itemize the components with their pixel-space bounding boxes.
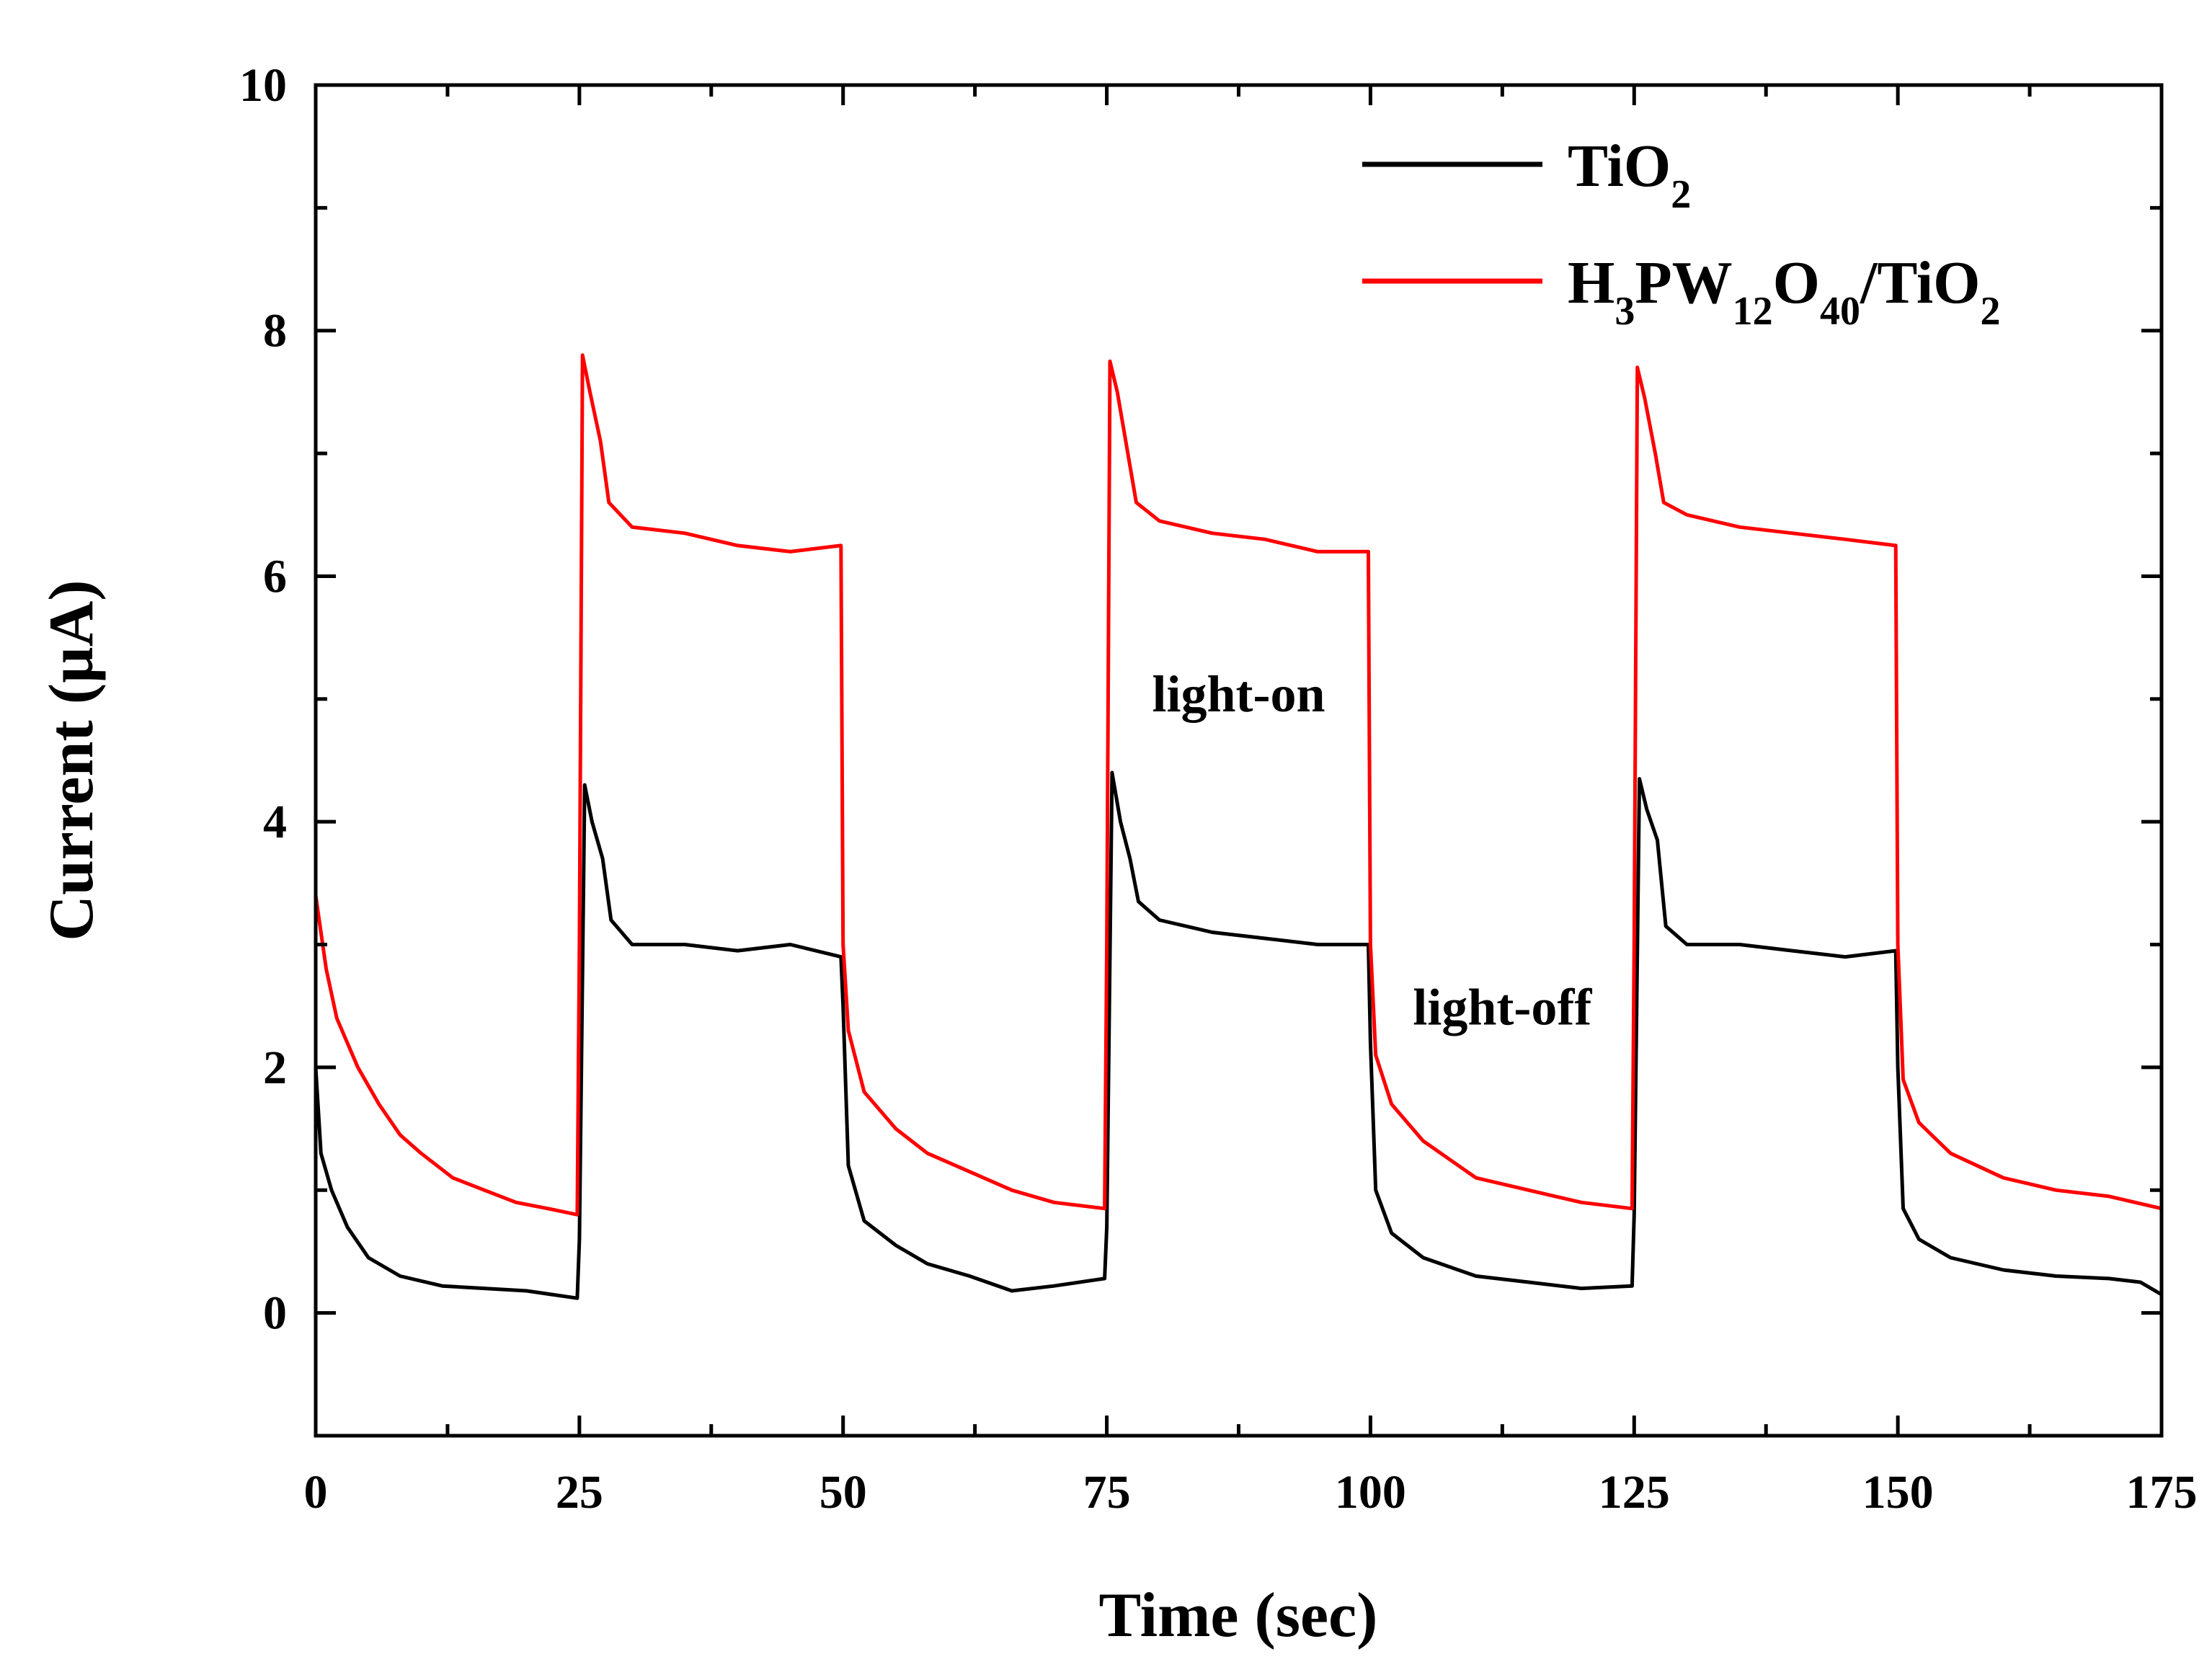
x-tick-label: 25 [556,1466,603,1519]
legend-text-part: /TiO [1860,249,1981,316]
x-tick-label: 50 [819,1466,867,1519]
legend-subscript: 3 [1614,289,1635,334]
x-tick-label: 0 [304,1466,328,1519]
legend: TiO2 H3PW12O40/TiO2 [1362,133,2001,334]
legend-text-part: O [1773,249,1820,316]
x-tick-label: 75 [1083,1466,1131,1519]
legend-subscript: 2 [1981,289,2001,334]
annotation-light-on: light-on [1152,665,1325,723]
legend-label-tio2-sub: 2 [1671,172,1691,217]
legend-label-hpw-tio2: H3PW12O40/TiO2 [1568,249,2001,334]
y-tick-label: 8 [263,305,287,357]
legend-text-part: PW [1635,249,1732,316]
series-line-h3pw12o40-tio2 [314,353,2162,1217]
y-tick-label: 10 [239,59,287,112]
y-tick-label: 0 [263,1287,287,1340]
legend-text-part: H [1568,249,1614,316]
y-tick-label: 2 [263,1041,287,1094]
series-layer [314,353,2163,1300]
x-axis-title: Time (sec) [1099,1581,1378,1650]
legend-subscript: 12 [1733,289,1773,334]
y-axis-title: Current (µA) [37,579,107,941]
annotations: light-on light-off [1152,665,1592,1036]
y-tick-label: 4 [263,796,287,848]
series-line-tio2 [314,770,2163,1300]
legend-label-tio2-base: TiO [1568,133,1671,200]
x-tick-label: 100 [1335,1466,1406,1519]
legend-label-tio2: TiO2 [1568,133,1691,217]
y-tick-label: 6 [263,550,287,603]
axis-ticks [314,83,2164,1436]
legend-subscript: 40 [1820,289,1860,334]
x-tick-label: 175 [2126,1466,2198,1519]
x-tick-label: 150 [1862,1466,1934,1519]
annotation-light-off: light-off [1413,978,1592,1036]
axis-tick-labels: 0 25 50 75 100 125 150 175 0 2 4 6 8 10 [239,59,2198,1519]
x-tick-label: 125 [1599,1466,1670,1519]
